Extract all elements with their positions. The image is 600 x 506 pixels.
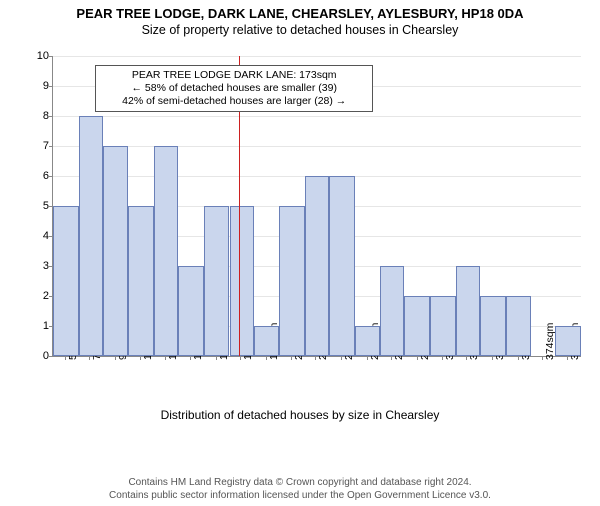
histogram-bar — [53, 206, 79, 356]
histogram-bar — [254, 326, 280, 356]
histogram-bar — [305, 176, 329, 356]
x-tick-mark — [391, 356, 392, 360]
x-tick-mark — [417, 356, 418, 360]
histogram-bar — [456, 266, 480, 356]
y-tick-label: 5 — [25, 200, 53, 212]
annotation-line2: ← 58% of detached houses are smaller (39… — [102, 82, 366, 95]
y-tick-label: 10 — [25, 50, 53, 62]
footer-line2: Contains public sector information licen… — [0, 490, 600, 503]
y-tick-label: 6 — [25, 170, 53, 182]
histogram-bar — [79, 116, 103, 356]
histogram-bar — [279, 206, 305, 356]
plot-area: PEAR TREE LODGE DARK LANE: 173sqm ← 58% … — [52, 56, 581, 357]
footer: Contains HM Land Registry data © Crown c… — [0, 477, 600, 502]
histogram-bar — [329, 176, 355, 356]
x-tick-mark — [367, 356, 368, 360]
histogram-bar — [380, 266, 404, 356]
y-tick-label: 0 — [25, 350, 53, 362]
x-tick-mark — [266, 356, 267, 360]
histogram-bar — [480, 296, 506, 356]
x-tick-mark — [65, 356, 66, 360]
y-tick-label: 7 — [25, 140, 53, 152]
annotation-line1: PEAR TREE LODGE DARK LANE: 173sqm — [102, 69, 366, 82]
x-tick-mark — [542, 356, 543, 360]
chart-area: Number of detached properties PEAR TREE … — [0, 48, 600, 428]
x-tick-mark — [492, 356, 493, 360]
y-tick-label: 3 — [25, 260, 53, 272]
y-tick-label: 2 — [25, 290, 53, 302]
x-tick-mark — [341, 356, 342, 360]
footer-line1: Contains HM Land Registry data © Crown c… — [0, 477, 600, 490]
histogram-bar — [355, 326, 381, 356]
y-tick-label: 1 — [25, 320, 53, 332]
page-subtitle: Size of property relative to detached ho… — [0, 23, 600, 37]
histogram-bar — [154, 146, 178, 356]
x-axis-label: Distribution of detached houses by size … — [0, 408, 600, 422]
histogram-bar — [506, 296, 532, 356]
histogram-bar — [204, 206, 230, 356]
y-tick-label: 4 — [25, 230, 53, 242]
histogram-bar — [103, 146, 129, 356]
histogram-bar — [178, 266, 204, 356]
histogram-bar — [230, 206, 254, 356]
x-tick-mark — [216, 356, 217, 360]
x-tick-mark — [240, 356, 241, 360]
annotation-box: PEAR TREE LODGE DARK LANE: 173sqm ← 58% … — [95, 65, 373, 112]
histogram-bar — [555, 326, 581, 356]
histogram-bar — [404, 296, 430, 356]
histogram-bar — [128, 206, 154, 356]
histogram-bar — [430, 296, 456, 356]
x-tick-mark — [518, 356, 519, 360]
page-title: PEAR TREE LODGE, DARK LANE, CHEARSLEY, A… — [0, 6, 600, 21]
x-tick-mark — [165, 356, 166, 360]
x-tick-mark — [115, 356, 116, 360]
y-tick-label: 8 — [25, 110, 53, 122]
y-tick-label: 9 — [25, 80, 53, 92]
annotation-line3: 42% of semi-detached houses are larger (… — [102, 95, 366, 108]
